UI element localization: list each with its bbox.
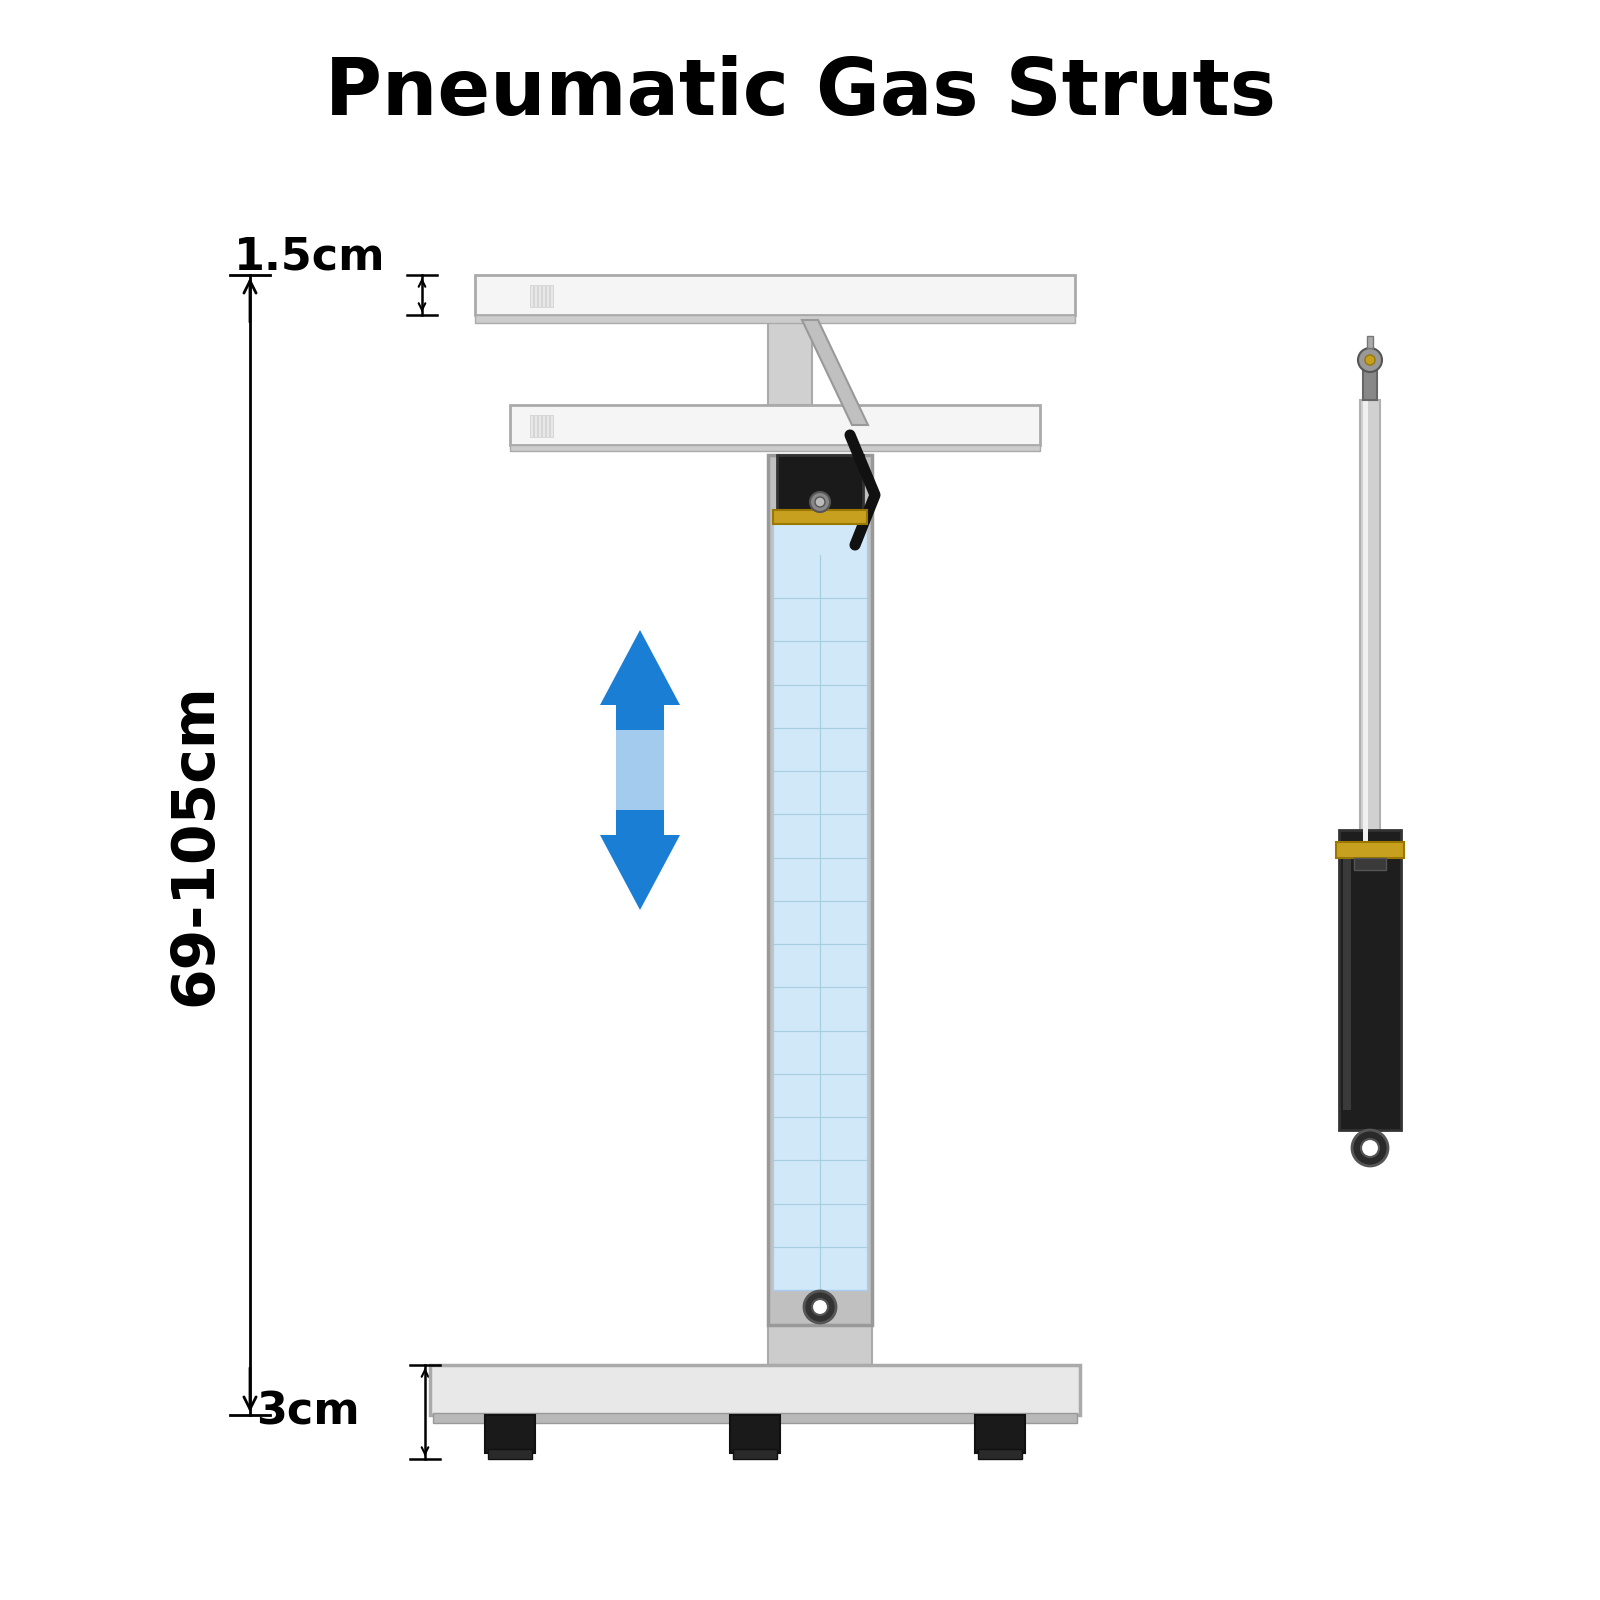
Bar xyxy=(773,520,867,1290)
Polygon shape xyxy=(616,730,664,770)
Bar xyxy=(1354,858,1386,870)
Bar xyxy=(475,315,1075,323)
Bar xyxy=(773,510,867,525)
Bar xyxy=(1366,336,1373,349)
Text: Pneumatic Gas Struts: Pneumatic Gas Struts xyxy=(325,54,1275,131)
Bar xyxy=(550,285,554,307)
Circle shape xyxy=(810,493,830,512)
Bar xyxy=(730,1414,781,1453)
Text: 69-105cm: 69-105cm xyxy=(166,683,224,1006)
Circle shape xyxy=(1358,349,1382,371)
Bar xyxy=(488,1450,531,1459)
Bar xyxy=(1363,400,1368,850)
Bar xyxy=(538,285,541,307)
Bar xyxy=(1363,370,1378,400)
Bar xyxy=(534,414,538,437)
Bar xyxy=(733,1450,778,1459)
Bar xyxy=(1342,850,1350,1110)
Bar xyxy=(768,454,872,1325)
Text: 1.5cm: 1.5cm xyxy=(234,235,386,278)
Bar xyxy=(778,454,862,510)
Polygon shape xyxy=(600,770,680,910)
Circle shape xyxy=(1365,355,1374,365)
Bar xyxy=(534,285,538,307)
Bar xyxy=(1360,400,1379,850)
Polygon shape xyxy=(616,770,664,810)
Bar xyxy=(530,414,533,437)
Bar xyxy=(510,405,1040,445)
Polygon shape xyxy=(802,320,867,426)
Bar xyxy=(546,285,549,307)
Bar xyxy=(510,445,1040,451)
Bar xyxy=(978,1450,1022,1459)
Bar xyxy=(530,285,533,307)
Bar xyxy=(485,1414,534,1453)
Bar xyxy=(538,414,541,437)
Bar xyxy=(1336,842,1405,858)
Bar xyxy=(1339,830,1402,1130)
Bar xyxy=(768,315,813,405)
Bar xyxy=(550,414,554,437)
Bar xyxy=(434,1413,1077,1422)
Bar xyxy=(475,275,1075,315)
Text: 3cm: 3cm xyxy=(256,1390,360,1434)
Polygon shape xyxy=(600,630,680,770)
Circle shape xyxy=(814,498,826,507)
Bar xyxy=(542,285,546,307)
Circle shape xyxy=(1362,1139,1379,1157)
Bar xyxy=(768,1325,872,1365)
Bar xyxy=(430,1365,1080,1414)
Bar xyxy=(974,1414,1026,1453)
Bar xyxy=(546,414,549,437)
Circle shape xyxy=(1352,1130,1389,1166)
Circle shape xyxy=(805,1291,835,1323)
Circle shape xyxy=(813,1299,829,1315)
Bar xyxy=(542,414,546,437)
